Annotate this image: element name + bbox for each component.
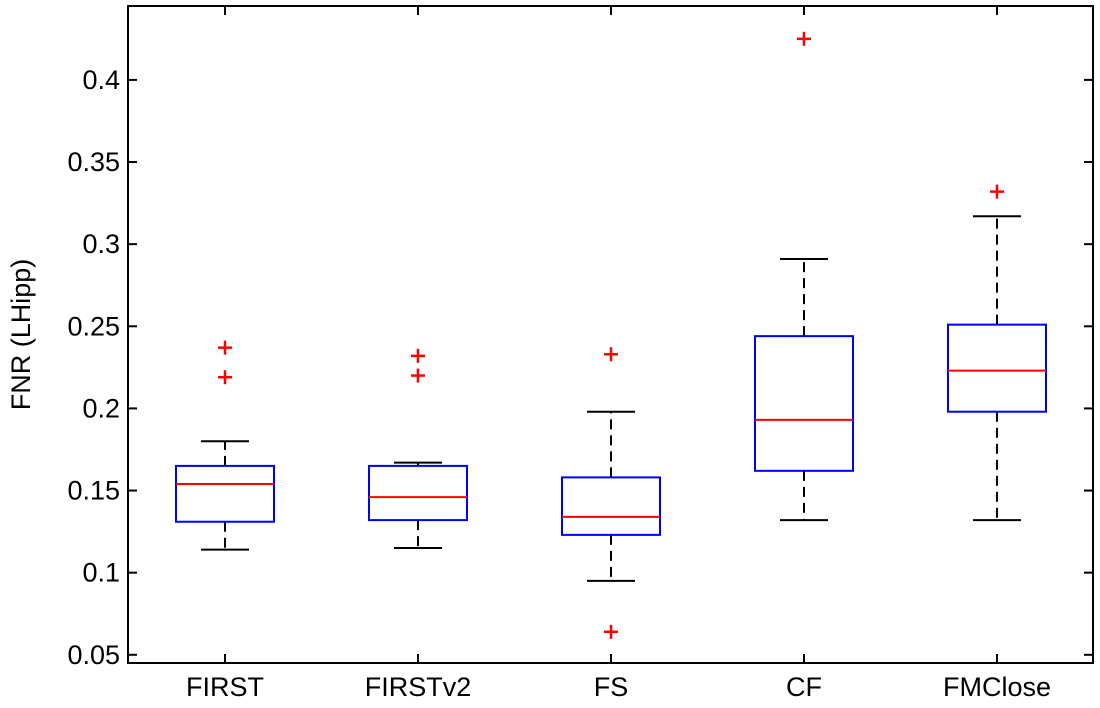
x-axis: FIRST FIRSTv2 FS CF FMClose xyxy=(186,6,1051,702)
box-cf xyxy=(754,31,854,522)
y-tick-label: 0.15 xyxy=(67,476,120,506)
x-tick-label: FMClose xyxy=(943,672,1051,702)
iqr-box xyxy=(175,464,275,523)
outlier-marker xyxy=(218,340,232,355)
box-fs xyxy=(561,347,661,639)
x-tick-label: FS xyxy=(594,672,629,702)
outlier-marker xyxy=(411,368,425,383)
outlier-marker xyxy=(218,370,232,385)
y-tick-label: 0.35 xyxy=(67,147,120,177)
x-tick-label: CF xyxy=(786,672,822,702)
y-axis-title: FNR (LHipp) xyxy=(6,259,36,411)
iqr-box xyxy=(561,476,661,536)
outlier-marker xyxy=(604,624,618,639)
box-first xyxy=(175,340,275,551)
box-firstv2 xyxy=(368,348,468,550)
y-tick-label: 0.2 xyxy=(82,393,120,423)
box-fmclose xyxy=(947,184,1047,522)
iqr-box xyxy=(947,323,1047,413)
y-tick-label: 0.05 xyxy=(67,640,120,670)
x-tick-label: FIRSTv2 xyxy=(365,672,472,702)
outlier-marker xyxy=(797,31,811,46)
outlier-marker xyxy=(990,184,1004,199)
y-tick-label: 0.1 xyxy=(82,558,120,588)
iqr-box xyxy=(754,335,854,472)
outlier-marker xyxy=(411,348,425,363)
y-axis: 0.05 0.1 0.15 0.2 0.25 0.3 0.35 0.4 xyxy=(67,65,1093,670)
y-tick-label: 0.25 xyxy=(67,311,120,341)
iqr-box xyxy=(368,464,468,522)
boxes-group xyxy=(175,31,1047,639)
y-tick-label: 0.3 xyxy=(82,229,120,259)
outlier-marker xyxy=(604,347,618,362)
y-tick-label: 0.4 xyxy=(82,65,120,95)
x-tick-label: FIRST xyxy=(186,672,264,702)
